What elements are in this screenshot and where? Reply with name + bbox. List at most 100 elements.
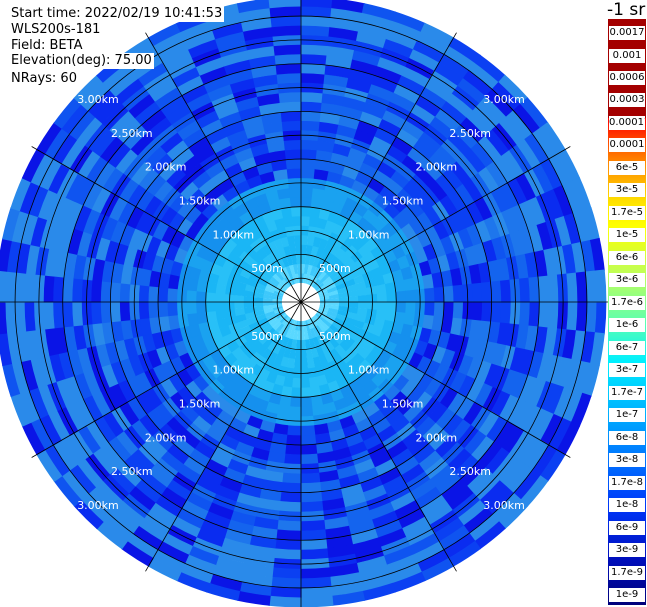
scan-cell	[447, 392, 467, 415]
scan-cell	[2, 362, 21, 397]
range-label: 1.50km	[179, 398, 221, 411]
scan-cell	[392, 374, 410, 392]
scan-cell	[167, 301, 178, 317]
scan-cell	[152, 31, 186, 55]
scan-cell	[167, 314, 180, 331]
range-label: 2.50km	[111, 465, 153, 478]
scan-cell	[209, 450, 232, 468]
scan-cell	[334, 247, 346, 260]
scan-cell	[313, 423, 330, 436]
scan-cell	[449, 371, 467, 394]
scan-cell	[187, 397, 206, 416]
scan-cell	[286, 255, 294, 266]
scan-cell	[80, 81, 111, 112]
scan-cell	[108, 196, 128, 221]
scan-cell	[52, 133, 78, 165]
scan-cell	[306, 357, 316, 369]
scan-cell	[388, 20, 422, 41]
scan-cell	[410, 103, 437, 125]
scan-cell	[390, 195, 408, 213]
scan-cell	[361, 3, 396, 22]
scan-cell	[278, 197, 292, 209]
scan-cell	[195, 290, 207, 303]
scan-cell	[279, 101, 302, 113]
scan-cell	[250, 143, 270, 158]
scan-cell	[561, 329, 577, 361]
scan-cell	[332, 143, 352, 158]
scan-cell	[169, 193, 188, 213]
scan-cell	[272, 321, 282, 331]
range-label: 500m	[319, 262, 351, 275]
scan-cell	[306, 264, 313, 275]
scan-cell	[376, 292, 388, 303]
scan-cell	[71, 277, 83, 303]
scan-cell	[0, 269, 8, 303]
scan-cell	[397, 508, 426, 529]
scan-cell	[116, 461, 142, 487]
scan-cell	[308, 376, 320, 388]
scan-cell	[328, 26, 360, 42]
scan-cell	[513, 469, 541, 501]
scan-cell	[319, 112, 342, 125]
scan-cell	[484, 129, 510, 157]
scan-cell	[226, 519, 254, 536]
scan-cell	[242, 330, 255, 342]
scan-cell	[515, 253, 529, 280]
scan-cell	[326, 327, 337, 338]
scan-cell	[306, 235, 316, 247]
scan-cell	[300, 234, 309, 246]
scan-cell	[359, 476, 383, 493]
scan-cell	[62, 276, 74, 303]
range-label: 3.00km	[77, 93, 119, 106]
scan-cell	[291, 377, 302, 389]
colorbar-label: 1.7e-6	[609, 296, 645, 310]
scan-cell	[248, 321, 260, 331]
scan-cell	[254, 397, 269, 412]
scan-cell	[281, 326, 290, 338]
scan-cell	[359, 12, 393, 31]
scan-cell	[448, 37, 481, 64]
scan-cell	[408, 217, 426, 236]
scan-cell	[91, 187, 112, 214]
scan-cell	[200, 466, 224, 486]
scan-cell	[416, 230, 433, 248]
scan-cell	[362, 484, 387, 502]
scan-cell	[570, 177, 592, 212]
scan-cell	[407, 385, 425, 405]
scan-cell	[371, 74, 399, 94]
scan-cell	[10, 177, 32, 212]
scan-cell	[82, 182, 104, 210]
scan-cell	[382, 475, 407, 495]
scan-cell	[135, 371, 153, 394]
scan-cell	[362, 402, 380, 418]
scan-cell	[238, 483, 262, 499]
scan-cell	[421, 159, 444, 182]
scan-cell	[300, 567, 331, 579]
scan-cell	[121, 540, 154, 567]
scan-cell	[325, 313, 337, 322]
scan-cell	[400, 266, 414, 281]
scan-cell	[244, 284, 256, 293]
scan-cell	[279, 280, 289, 290]
scan-cell	[379, 401, 398, 419]
scan-cell	[130, 419, 153, 443]
colorbar-label: 1e-5	[609, 228, 645, 242]
scan-cell	[475, 220, 492, 244]
scan-cell	[101, 259, 115, 283]
scan-cell	[312, 336, 321, 348]
scan-cell	[407, 147, 430, 168]
scan-cell	[391, 571, 426, 593]
scan-cell	[132, 525, 164, 551]
scan-cell	[585, 270, 597, 303]
scan-cell	[435, 408, 456, 431]
colorbar-label: 3e-7	[609, 363, 645, 377]
scan-cell	[424, 378, 442, 398]
scan-cell	[238, 156, 258, 172]
scan-cell	[171, 66, 201, 88]
scan-cell	[154, 86, 183, 110]
scan-cell	[185, 223, 201, 241]
scan-cell	[177, 463, 202, 485]
scan-cell	[82, 394, 104, 422]
scan-cell	[412, 541, 445, 564]
scan-cell	[148, 316, 162, 335]
